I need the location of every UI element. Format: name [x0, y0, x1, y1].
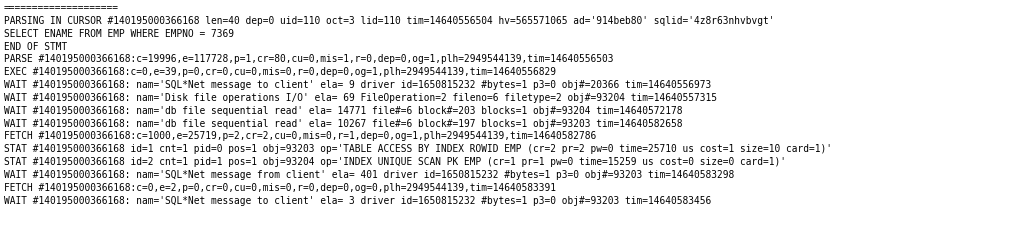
Text: WAIT #140195000366168: nam='SQL*Net message to client' ela= 3 driver id=16508152: WAIT #140195000366168: nam='SQL*Net mess…: [4, 196, 711, 206]
Text: END OF STMT: END OF STMT: [4, 42, 67, 51]
Text: WAIT #140195000366168: nam='db file sequential read' ela= 10267 file#=6 block#=1: WAIT #140195000366168: nam='db file sequ…: [4, 119, 683, 129]
Text: WAIT #140195000366168: nam='db file sequential read' ela= 14771 file#=6 block#=2: WAIT #140195000366168: nam='db file sequ…: [4, 106, 683, 116]
Text: PARSING IN CURSOR #140195000366168 len=40 dep=0 uid=110 oct=3 lid=110 tim=146405: PARSING IN CURSOR #140195000366168 len=4…: [4, 16, 775, 26]
Text: FETCH #140195000366168:c=1000,e=25719,p=2,cr=2,cu=0,mis=0,r=1,dep=0,og=1,plh=294: FETCH #140195000366168:c=1000,e=25719,p=…: [4, 131, 596, 141]
Text: STAT #140195000366168 id=2 cnt=1 pid=1 pos=1 obj=93204 op='INDEX UNIQUE SCAN PK : STAT #140195000366168 id=2 cnt=1 pid=1 p…: [4, 157, 786, 167]
Text: SELECT ENAME FROM EMP WHERE EMPNO = 7369: SELECT ENAME FROM EMP WHERE EMPNO = 7369: [4, 29, 234, 39]
Text: ====================: ====================: [4, 3, 119, 13]
Text: STAT #140195000366168 id=1 cnt=1 pid=0 pos=1 obj=93203 op='TABLE ACCESS BY INDEX: STAT #140195000366168 id=1 cnt=1 pid=0 p…: [4, 144, 832, 154]
Text: WAIT #140195000366168: nam='Disk file operations I/O' ela= 69 FileOperation=2 fi: WAIT #140195000366168: nam='Disk file op…: [4, 93, 717, 103]
Text: WAIT #140195000366168: nam='SQL*Net message from client' ela= 401 driver id=1650: WAIT #140195000366168: nam='SQL*Net mess…: [4, 170, 734, 180]
Text: FETCH #140195000366168:c=0,e=2,p=0,cr=0,cu=0,mis=0,r=0,dep=0,og=0,plh=2949544139: FETCH #140195000366168:c=0,e=2,p=0,cr=0,…: [4, 183, 556, 193]
Text: EXEC #140195000366168:c=0,e=39,p=0,cr=0,cu=0,mis=0,r=0,dep=0,og=1,plh=2949544139: EXEC #140195000366168:c=0,e=39,p=0,cr=0,…: [4, 67, 556, 77]
Text: PARSE #140195000366168:c=19996,e=117728,p=1,cr=80,cu=0,mis=1,r=0,dep=0,og=1,plh=: PARSE #140195000366168:c=19996,e=117728,…: [4, 54, 613, 64]
Text: WAIT #140195000366168: nam='SQL*Net message to client' ela= 9 driver id=16508152: WAIT #140195000366168: nam='SQL*Net mess…: [4, 80, 711, 90]
